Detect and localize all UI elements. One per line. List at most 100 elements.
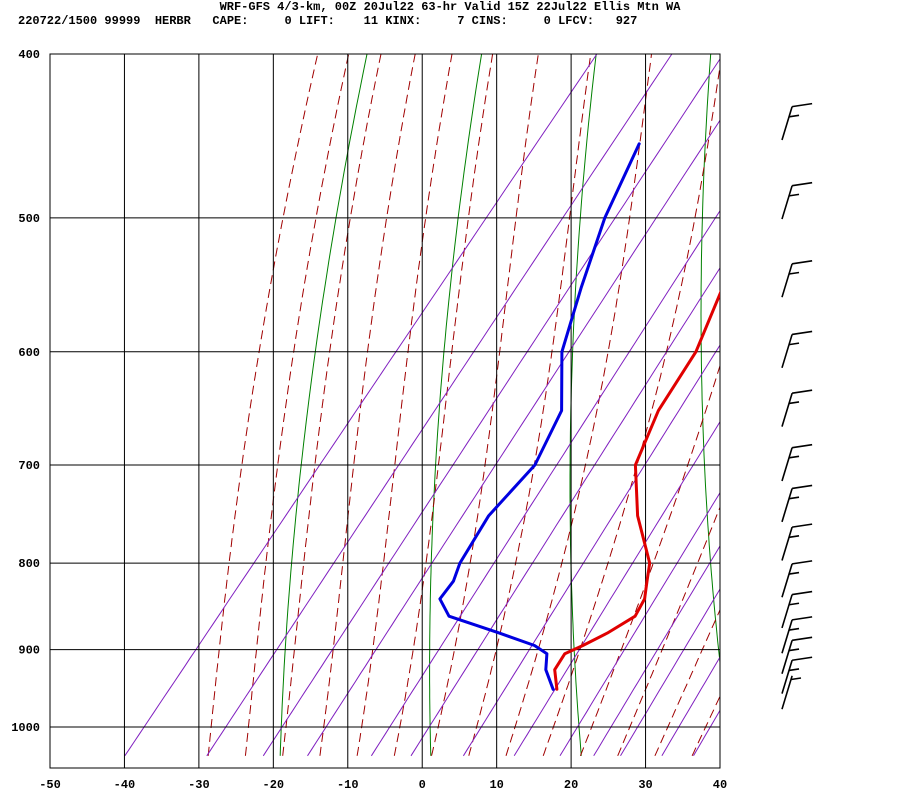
- wind-barb: [781, 675, 802, 710]
- wind-barb-full-flag: [791, 443, 813, 449]
- wind-barb-half-flag: [788, 627, 800, 631]
- wind-barb: [781, 484, 813, 523]
- moist-adiabat-line: [579, 364, 720, 756]
- grid: [49, 53, 721, 769]
- wind-barb-half-flag: [788, 342, 800, 346]
- wind-barb-full-flag: [791, 102, 813, 108]
- wind-barb: [781, 443, 813, 482]
- mixing-ratio-line: [730, 54, 900, 756]
- mixing-ratio-line: [620, 588, 720, 757]
- temperature-profile-line: [553, 290, 720, 691]
- mixing-ratio-line: [262, 58, 720, 757]
- x-tick-label: -50: [39, 778, 61, 792]
- wind-barb-half-flag: [788, 648, 800, 652]
- wind-barb-full-flag: [791, 260, 813, 265]
- wind-barb-half-flag: [788, 114, 800, 118]
- plot-frame: [49, 53, 721, 769]
- wind-barb-full-flag: [791, 330, 813, 336]
- mixing-ratio-line: [410, 267, 720, 757]
- mixing-ratio-line: [559, 491, 720, 757]
- wind-barb-staff: [781, 263, 793, 298]
- dry-adiabat-line: [569, 54, 597, 756]
- mixing-ratio-line: [206, 54, 673, 757]
- dewpoint-profile-line: [438, 142, 641, 691]
- mixing-ratio-line: [124, 54, 598, 757]
- wind-barb-full-flag: [791, 590, 813, 596]
- dry-adiabat-line: [824, 54, 883, 756]
- y-tick-label: 900: [18, 644, 40, 658]
- wind-barb-half-flag: [788, 455, 800, 459]
- moist-adiabat-line: [207, 54, 319, 756]
- moist-adiabat-line: [431, 54, 539, 756]
- x-tick-label: -40: [114, 778, 136, 792]
- wind-barb-half-flag: [788, 193, 800, 197]
- wind-barb-staff: [781, 185, 793, 220]
- y-tick-label: 800: [18, 557, 40, 571]
- moist-adiabat-line: [282, 54, 382, 756]
- wind-barb-half-flag: [788, 602, 800, 606]
- mixing-ratio-line: [593, 545, 720, 757]
- wind-barb-full-flag: [791, 181, 813, 187]
- axes: -50 -40 -30 -20 -10 0 10 20 30 40 400 500 600 700 800 9…: [11, 48, 727, 792]
- wind-barb-half-flag: [788, 271, 800, 275]
- wind-barb-staff: [781, 640, 793, 674]
- wind-barb-half-flag: [788, 535, 800, 539]
- wind-barb: [781, 181, 813, 220]
- wind-barb: [781, 560, 813, 598]
- moist-adiabat-line: [244, 54, 350, 756]
- x-tick-label: -10: [337, 778, 359, 792]
- x-tick-label: 20: [564, 778, 578, 792]
- sounding-series: [438, 142, 720, 691]
- moist-adiabat-line: [729, 54, 900, 756]
- y-tick-label: 600: [18, 346, 40, 360]
- wind-barb: [781, 656, 813, 694]
- wind-barb-staff: [781, 563, 793, 598]
- wind-barb-full-flag: [791, 560, 813, 565]
- wind-barb-staff: [781, 488, 793, 523]
- y-tick-label: 400: [18, 48, 40, 62]
- x-tick-label: 10: [489, 778, 503, 792]
- moist-adiabat-line: [691, 695, 720, 757]
- wind-barbs: [781, 102, 813, 710]
- wind-barb: [781, 590, 813, 629]
- dry-adiabat-line: [700, 54, 720, 667]
- y-tick-label: 500: [18, 212, 40, 226]
- mixing-ratio-line: [693, 709, 720, 757]
- wind-barb: [781, 636, 813, 674]
- x-tick-label: -30: [188, 778, 210, 792]
- wind-barb-staff: [781, 106, 793, 141]
- wind-barb: [781, 389, 813, 427]
- wind-barb-full-flag: [791, 523, 813, 528]
- wind-barb-staff: [781, 675, 793, 710]
- mixing-ratio-line: [462, 344, 720, 757]
- wind-barb: [781, 616, 813, 654]
- wind-barb-staff: [781, 660, 793, 694]
- wind-barb-full-flag: [791, 656, 813, 662]
- dry-adiabat-line: [279, 54, 368, 756]
- moist-adiabat-line: [356, 54, 453, 756]
- wind-barb-staff: [781, 526, 793, 561]
- wind-barb-full-flag: [791, 484, 813, 490]
- wind-barb-full-flag: [791, 636, 813, 642]
- sounding-indices: 220722/1500 99999 HERBR CAPE: 0 LIFT: 11…: [18, 14, 638, 28]
- mixing-ratio-line: [513, 420, 720, 757]
- wind-barb-staff: [781, 392, 793, 427]
- dry-adiabat-line: [429, 54, 483, 756]
- wind-barb-staff: [781, 619, 793, 654]
- moist-adiabat-line: [505, 54, 652, 756]
- wind-barb: [781, 330, 813, 369]
- wind-barb-half-flag: [790, 677, 802, 681]
- wind-barb-staff: [781, 447, 793, 482]
- wind-barb-half-flag: [788, 668, 800, 672]
- wind-barb-full-flag: [791, 389, 813, 395]
- wind-barb-full-flag: [791, 616, 813, 621]
- moist-adiabat-line: [654, 608, 720, 757]
- y-tick-label: 700: [18, 459, 40, 473]
- x-tick-label: 30: [638, 778, 652, 792]
- wind-barb-half-flag: [788, 401, 800, 405]
- wind-barb-staff: [781, 594, 793, 629]
- y-tick-label: 1000: [11, 721, 40, 735]
- moist-adiabat-line: [319, 54, 416, 756]
